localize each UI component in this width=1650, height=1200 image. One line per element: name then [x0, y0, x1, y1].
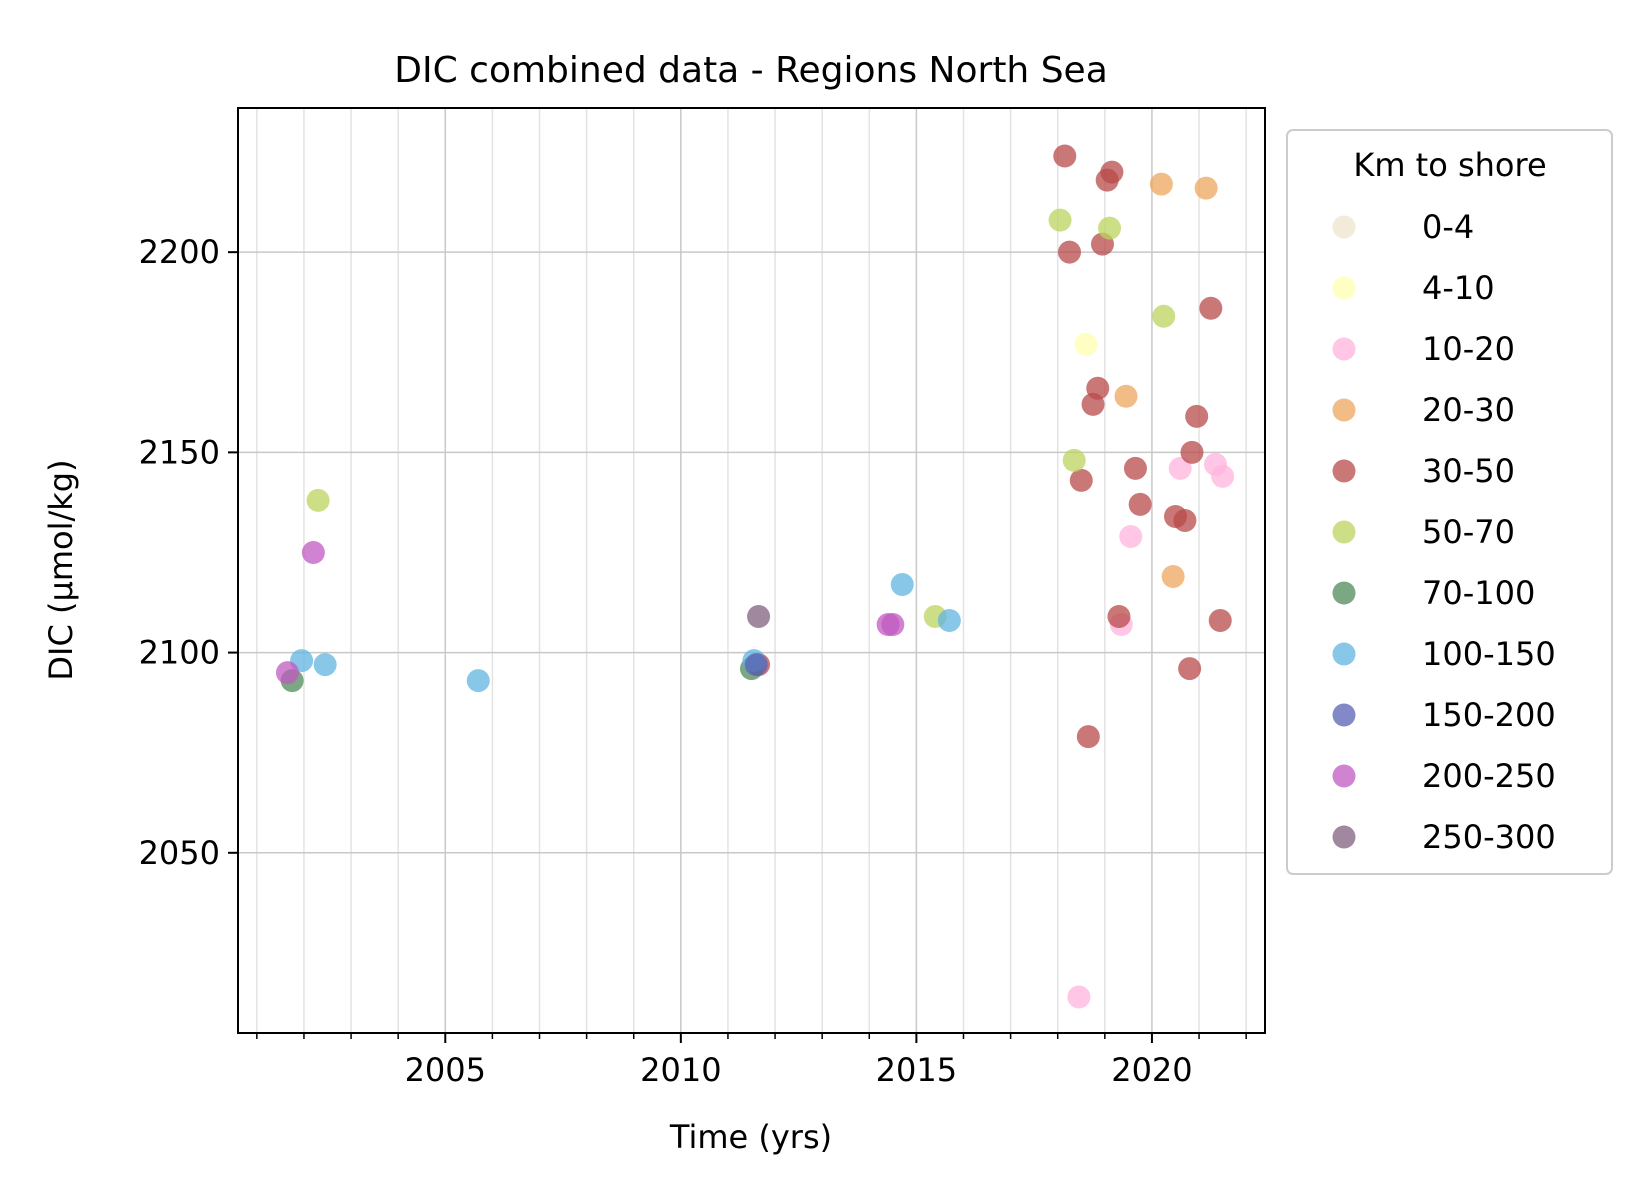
- scatter-points: [275, 144, 1235, 1009]
- x-tick-label: 2015: [876, 1051, 957, 1089]
- legend-marker: [1332, 825, 1356, 849]
- data-point: [1199, 296, 1223, 320]
- legend-box: [1286, 129, 1613, 875]
- x-tick-label: 2020: [1111, 1051, 1192, 1089]
- legend-items: 0-4 4-10 10-20 20-30 30-50 50-70 70-100 100-150…: [1332, 208, 1556, 856]
- data-point: [744, 653, 768, 677]
- legend-label: 4-10: [1422, 269, 1495, 307]
- legend-label: 70-100: [1422, 574, 1535, 612]
- data-point: [1178, 657, 1202, 681]
- plot-area-frame: [237, 107, 1266, 1034]
- legend-label: 30-50: [1422, 452, 1515, 490]
- data-point: [1149, 172, 1173, 196]
- data-point: [1173, 508, 1197, 532]
- legend-marker: [1332, 459, 1356, 483]
- axis-ticks: 2005 2010 2015 2020 2050 2100 2150 2200: [139, 233, 1247, 1089]
- data-point: [1062, 448, 1086, 472]
- legend-marker: [1332, 581, 1356, 605]
- legend-label: 150-200: [1422, 696, 1556, 734]
- legend-label: 100-150: [1422, 635, 1556, 673]
- data-point: [275, 661, 299, 685]
- data-point: [1074, 332, 1098, 356]
- x-tick-label: 2005: [405, 1051, 486, 1089]
- legend-label: 20-30: [1422, 391, 1515, 429]
- data-point: [1114, 384, 1138, 408]
- x-tick-label: 2010: [640, 1051, 721, 1089]
- y-axis-label: DIC (µmol/kg): [42, 459, 80, 680]
- data-point: [747, 605, 771, 629]
- data-point: [1123, 456, 1147, 480]
- data-point: [1211, 464, 1235, 488]
- legend-label: 250-300: [1422, 818, 1556, 856]
- data-point: [881, 613, 905, 637]
- data-point: [1161, 565, 1185, 589]
- data-point: [1128, 492, 1152, 516]
- y-tick-label: 2200: [139, 233, 220, 271]
- data-point: [1100, 160, 1124, 184]
- data-point: [1180, 440, 1204, 464]
- data-point: [313, 653, 337, 677]
- legend-marker: [1332, 642, 1356, 666]
- data-point: [1185, 404, 1209, 428]
- data-point: [1107, 605, 1131, 629]
- data-point: [1086, 376, 1110, 400]
- data-point: [1194, 176, 1218, 200]
- legend-marker: [1332, 703, 1356, 727]
- data-point: [1053, 144, 1077, 168]
- data-point: [1057, 240, 1081, 264]
- data-point: [1048, 208, 1072, 232]
- minor-grid: [256, 108, 1247, 1033]
- data-point: [1069, 468, 1093, 492]
- legend-label: 0-4: [1422, 208, 1474, 246]
- legend-label: 50-70: [1422, 513, 1515, 551]
- legend-marker: [1332, 337, 1356, 361]
- legend-marker: [1332, 520, 1356, 544]
- legend-marker: [1332, 398, 1356, 422]
- data-point: [1119, 524, 1143, 548]
- data-point: [1152, 304, 1176, 328]
- data-point: [1098, 216, 1122, 240]
- y-tick-label: 2050: [139, 834, 220, 872]
- x-axis-label: Time (yrs): [669, 1118, 832, 1156]
- data-point: [466, 669, 490, 693]
- legend-title: Km to shore: [1353, 146, 1546, 184]
- legend-marker: [1332, 276, 1356, 300]
- y-tick-label: 2150: [139, 433, 220, 471]
- data-point: [1208, 609, 1232, 633]
- data-point: [1076, 725, 1100, 749]
- data-point: [1168, 456, 1192, 480]
- legend-label: 10-20: [1422, 330, 1515, 368]
- data-point: [301, 540, 325, 564]
- data-point: [306, 488, 330, 512]
- legend-marker: [1332, 764, 1356, 788]
- y-tick-label: 2100: [139, 634, 220, 672]
- chart-title: DIC combined data - Regions North Sea: [394, 50, 1108, 91]
- data-point: [1067, 985, 1091, 1009]
- data-point: [937, 609, 961, 633]
- data-point: [890, 573, 914, 597]
- legend-label: 200-250: [1422, 757, 1556, 795]
- legend-marker: [1332, 215, 1356, 239]
- legend: Km to shore 0-4 4-10 10-20 20-30 30-50 50-70 7…: [1286, 129, 1613, 875]
